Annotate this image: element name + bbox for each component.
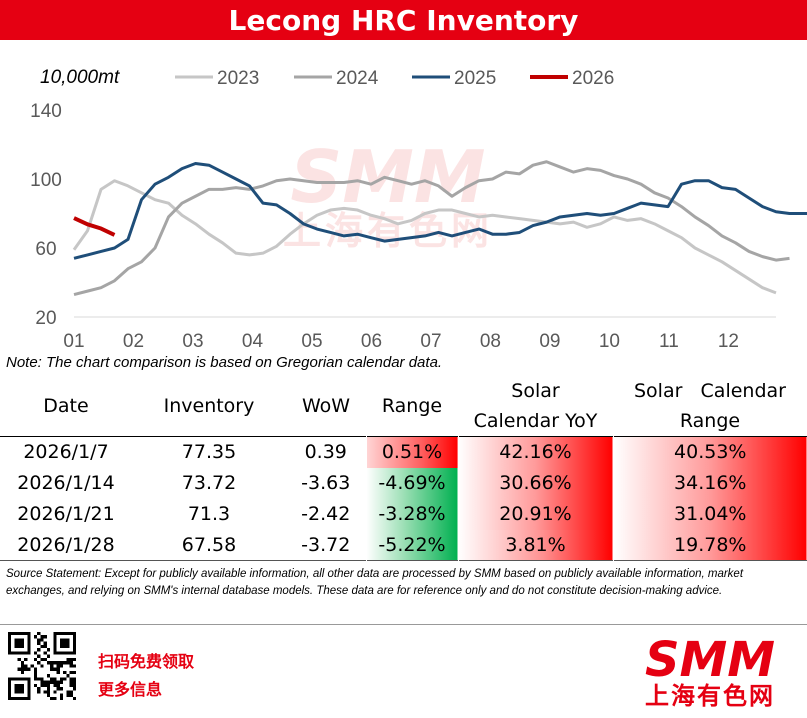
x-tick-label: 12 xyxy=(718,331,739,352)
chart-title: Lecong HRC Inventory xyxy=(228,3,579,37)
x-tick-label: 08 xyxy=(480,331,501,352)
y-tick-label: 60 xyxy=(35,239,56,260)
chart-legend: 2023 2024 2025 2026 xyxy=(175,68,614,89)
x-tick-label: 04 xyxy=(242,331,264,352)
x-tick-label: 07 xyxy=(420,331,441,352)
chart-series xyxy=(72,160,807,297)
cell-date: 2026/1/14 xyxy=(17,472,115,494)
series-line-2026 xyxy=(73,216,116,237)
col-solar-range: Solar Calendar Range xyxy=(634,380,786,432)
col-range: Range xyxy=(381,395,443,417)
x-tick-label: 02 xyxy=(123,331,144,352)
cell-inventory: 77.35 xyxy=(181,441,237,464)
cell-range: -4.69% xyxy=(365,467,458,499)
legend-label-2025: 2025 xyxy=(454,68,496,89)
cell-wow: 0.39 xyxy=(304,441,347,464)
col-inventory: Inventory xyxy=(163,395,255,417)
cell-solar-yoy: 20.91% xyxy=(457,498,613,530)
y-tick-label: 20 xyxy=(35,308,56,329)
x-tick-label: 01 xyxy=(63,331,84,352)
series-line-2024 xyxy=(73,160,790,297)
col-wow: WoW xyxy=(301,395,351,417)
x-tick-label: 05 xyxy=(301,331,322,352)
inventory-table: Date Inventory WoW Range Solar Calendar … xyxy=(0,376,807,561)
cell-date: 2026/1/28 xyxy=(17,533,115,556)
table-row: 2026/1/7 77.35 0.39 0.51% 42.16% 40.53% xyxy=(0,436,807,468)
x-tick-label: 06 xyxy=(361,331,382,352)
table-row: 2026/1/21 71.3 -2.42 -3.28% 20.91% 31.04% xyxy=(0,498,807,530)
cell-wow: -2.42 xyxy=(301,503,351,525)
footer-divider xyxy=(0,624,807,625)
cell-solar-range: 34.16% xyxy=(612,467,807,499)
x-tick-label: 11 xyxy=(659,331,679,352)
y-tick-label: 100 xyxy=(30,170,62,191)
col-solar-yoy: Solar Calendar YoY xyxy=(473,380,598,432)
cell-range: -5.22% xyxy=(365,529,458,561)
cell-solar-range: 19.78% xyxy=(612,529,807,561)
cell-range: -3.28% xyxy=(365,498,458,530)
cta-line-1: 扫码免费领取 xyxy=(98,652,195,671)
cell-inventory: 67.58 xyxy=(181,533,237,556)
y-axis-label: 10,000mt xyxy=(40,67,120,88)
cell-date: 2026/1/7 xyxy=(23,441,109,464)
x-tick-label: 09 xyxy=(539,331,560,352)
cell-inventory: 71.3 xyxy=(187,503,231,525)
legend-label-2026: 2026 xyxy=(572,68,614,89)
cell-wow: -3.72 xyxy=(301,533,351,556)
cell-solar-yoy: 30.66% xyxy=(457,467,613,499)
logo-text: SMM xyxy=(645,636,775,688)
y-tick-label: 140 xyxy=(30,101,62,122)
cell-solar-range: 31.04% xyxy=(612,498,807,530)
source-statement: Source Statement: Except for publicly av… xyxy=(6,568,744,597)
table-row: 2026/1/28 67.58 -3.72 -5.22% 3.81% 19.78% xyxy=(0,529,807,561)
cta-line-2: 更多信息 xyxy=(98,680,163,699)
cell-wow: -3.63 xyxy=(301,472,351,494)
x-tick-label: 03 xyxy=(182,331,203,352)
series-line-2023 xyxy=(72,179,777,295)
cell-solar-yoy: 3.81% xyxy=(457,529,613,561)
chart-note: Note: The chart comparison is based on G… xyxy=(6,354,443,371)
x-tick-label: 10 xyxy=(599,331,620,352)
qr-code-icon xyxy=(8,632,76,700)
table-header-row: Date Inventory WoW Range Solar Calendar … xyxy=(0,376,807,437)
cell-date: 2026/1/21 xyxy=(17,503,115,525)
chart-title-banner: Lecong HRC Inventory xyxy=(0,0,807,40)
cell-range: 0.51% xyxy=(365,436,458,468)
cell-solar-range: 40.53% xyxy=(612,436,807,468)
legend-label-2024: 2024 xyxy=(336,68,379,89)
cell-solar-yoy: 42.16% xyxy=(457,436,613,468)
series-line-2025 xyxy=(73,161,807,260)
x-axis-ticks: 01 02 03 04 05 06 07 08 09 10 11 12 xyxy=(63,331,739,352)
legend-label-2023: 2023 xyxy=(217,68,259,89)
logo-subtext: 上海有色网 xyxy=(645,682,775,708)
smm-logo: SMM 上海有色网 xyxy=(645,636,775,708)
col-date: Date xyxy=(43,395,89,417)
cell-inventory: 73.72 xyxy=(181,472,237,494)
y-axis-ticks: 140 100 60 20 xyxy=(30,101,62,329)
table-row: 2026/1/14 73.72 -3.63 -4.69% 30.66% 34.16% xyxy=(0,467,807,499)
